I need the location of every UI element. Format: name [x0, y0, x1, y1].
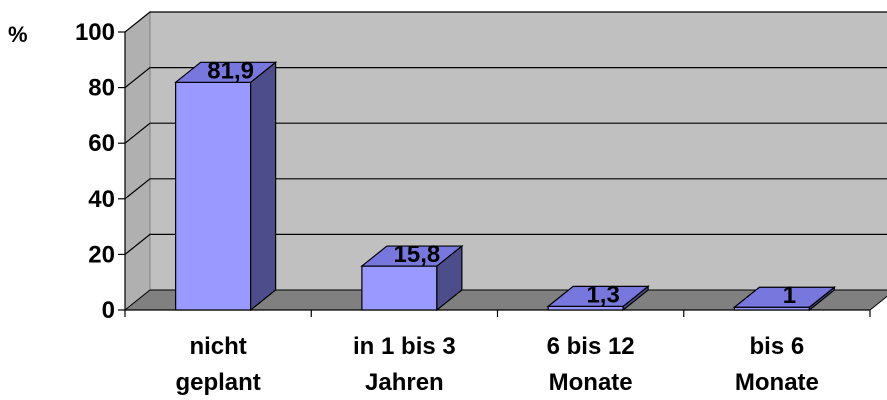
- gridlines: [124, 11, 887, 255]
- labels: 0 20 40 60 80 100% 81,9 nicht geplant 15,8 in 1 bi…: [8, 19, 819, 396]
- x-tick-label: 6 bis 12: [547, 333, 635, 360]
- x-tick-label: bis 6: [750, 333, 805, 360]
- y-tick-label: 40: [88, 186, 115, 213]
- gridline: [124, 122, 887, 144]
- bar-top: [360, 245, 464, 267]
- gridline: [124, 233, 887, 255]
- x-tick-label: Jahren: [365, 369, 444, 396]
- bar-top: [546, 285, 650, 307]
- data-label: 15,8: [394, 241, 441, 268]
- data-label: 81,9: [207, 57, 254, 84]
- x-tick-label: nicht: [189, 333, 246, 360]
- x-tick-label: geplant: [175, 369, 260, 396]
- y-tick-label: 20: [88, 241, 115, 268]
- y-unit-label: %: [8, 22, 28, 47]
- gridline: [124, 66, 887, 89]
- bar: [361, 265, 438, 311]
- gridline: [124, 11, 887, 33]
- y-tick-label: 0: [102, 297, 115, 324]
- y-tick-label: 60: [88, 130, 115, 157]
- bar-top: [173, 61, 278, 83]
- data-label: 1,3: [586, 281, 619, 308]
- x-tick-label: in 1 bis 3: [353, 333, 456, 360]
- gridline: [124, 178, 887, 200]
- y-tick-label: 80: [88, 75, 115, 102]
- y-tick-label: 100: [75, 19, 115, 46]
- x-tick-label: Monate: [735, 369, 819, 396]
- bars: [173, 61, 837, 312]
- side-wall: [124, 10, 151, 312]
- data-label: 1: [783, 282, 796, 309]
- chart-walls: [123, 10, 887, 312]
- bar-side: [250, 61, 277, 312]
- bar-top: [732, 286, 837, 308]
- bar: [175, 81, 252, 311]
- x-tick-label: Monate: [549, 369, 633, 396]
